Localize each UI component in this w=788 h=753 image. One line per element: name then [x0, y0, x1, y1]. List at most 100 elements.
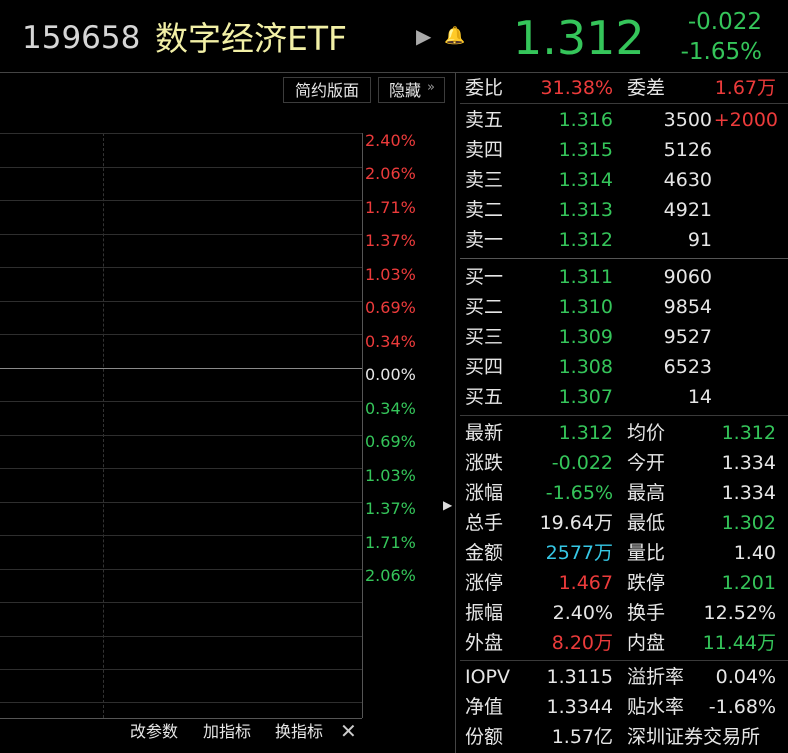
expand-arrow[interactable]: ▶	[416, 24, 432, 48]
stat-label: 涨跌	[465, 451, 504, 474]
security-code: 159658	[22, 20, 141, 56]
fund-label: 净值	[465, 695, 504, 718]
stat-value: 1.467	[558, 571, 613, 594]
axis-label: 0.00%	[365, 365, 416, 384]
level-volume: 14	[687, 385, 712, 408]
row-divider	[460, 258, 788, 259]
level-volume: 9527	[663, 325, 712, 348]
stat-value: 2.40%	[552, 601, 613, 624]
stat-value: 1.334	[721, 451, 776, 474]
stat-value: 11.44万	[702, 631, 776, 654]
stat-label: 跌停	[627, 571, 666, 594]
stat-label: 振幅	[465, 601, 504, 624]
grid-line	[0, 602, 362, 603]
grid-line	[0, 301, 362, 302]
stat-label: 内盘	[627, 631, 666, 654]
grid-line	[0, 200, 362, 201]
hide-arrow: »	[427, 80, 435, 95]
axis-label: 2.06%	[365, 164, 416, 183]
level-price: 1.308	[558, 355, 613, 378]
level-label: 买五	[465, 385, 504, 408]
value: 31.38%	[540, 76, 613, 99]
volume-change: +2000	[713, 108, 778, 131]
stat-value: 1.334	[721, 481, 776, 504]
fund-value: 1.57亿	[551, 725, 613, 748]
fund-value: -1.68%	[708, 695, 776, 718]
header-divider	[0, 72, 788, 73]
row-divider	[460, 660, 788, 661]
stat-label: 外盘	[465, 631, 504, 654]
level-price: 1.313	[558, 198, 613, 221]
level-label: 卖五	[465, 108, 504, 131]
label: 委比	[465, 76, 504, 99]
level-volume: 6523	[663, 355, 712, 378]
stat-value: 1.201	[721, 571, 776, 594]
stat-label: 金额	[465, 541, 504, 564]
level-price: 1.310	[558, 295, 613, 318]
stat-value: -1.65%	[545, 481, 613, 504]
close-toolbar[interactable]: ✕	[340, 719, 357, 743]
level-price: 1.315	[558, 138, 613, 161]
axis-label: 1.37%	[365, 499, 416, 518]
grid-line	[0, 334, 362, 335]
alert-bell[interactable]: 🔔	[444, 26, 466, 46]
level-volume: 4630	[663, 168, 712, 191]
level-volume: 3500	[663, 108, 712, 131]
stat-label: 换手	[627, 601, 666, 624]
axis-label: 1.71%	[365, 532, 416, 552]
axis-label: 1.71%	[365, 197, 416, 217]
level-volume: 91	[687, 228, 712, 251]
label: 委差	[627, 76, 666, 99]
level-price: 1.307	[558, 385, 613, 408]
hide-button[interactable]: 隐藏	[388, 80, 421, 100]
level-price: 1.311	[558, 265, 613, 288]
axis-label: 2.40%	[365, 130, 416, 150]
stat-label: 最新	[465, 421, 504, 444]
value: 1.67万	[714, 76, 776, 99]
stat-value: -0.022	[551, 451, 613, 474]
fund-label: IOPV	[465, 665, 511, 688]
button-frame	[283, 77, 371, 103]
toolbar-button[interactable]: 换指标	[274, 721, 323, 741]
axis-label: 2.06%	[365, 566, 416, 585]
stat-value: 8.20万	[551, 631, 613, 654]
fund-label: 份额	[465, 725, 504, 748]
axis-label: 1.37%	[365, 231, 416, 250]
level-label: 卖三	[465, 168, 504, 191]
axis-label: 1.03%	[365, 264, 416, 284]
toolbar-button[interactable]: 加指标	[202, 721, 251, 741]
level-label: 卖一	[465, 228, 504, 251]
toolbar-button[interactable]: 改参数	[129, 721, 178, 741]
level-label: 卖四	[465, 138, 504, 161]
grid-line	[0, 368, 362, 369]
stat-label: 量比	[627, 541, 666, 564]
price-change-pct: -1.65%	[680, 39, 762, 65]
last-price: 1.312	[513, 11, 645, 65]
toolbar-border	[0, 718, 362, 719]
row-divider	[460, 103, 788, 104]
level-price: 1.316	[558, 108, 613, 131]
stat-label: 总手	[465, 511, 504, 534]
level-price: 1.312	[558, 228, 613, 251]
level-label: 买三	[465, 325, 504, 348]
stat-value: 1.312	[721, 421, 776, 444]
panel-divider	[455, 73, 456, 753]
level-price: 1.309	[558, 325, 613, 348]
level-label: 买二	[465, 295, 504, 318]
layout-button[interactable]: 简约版面	[294, 80, 359, 100]
grid-line	[0, 435, 362, 436]
grid-line	[0, 401, 362, 402]
level-label: 买一	[465, 265, 504, 288]
stat-value: 12.52%	[703, 601, 776, 624]
grid-line	[0, 234, 362, 235]
stat-label: 最高	[627, 481, 666, 504]
stat-label: 最低	[627, 511, 666, 534]
axis-label: 0.69%	[365, 432, 416, 451]
level-label: 卖二	[465, 198, 504, 221]
collapse-arrow[interactable]: ▶	[443, 498, 453, 512]
grid-line	[0, 636, 362, 637]
fund-label: 溢折率	[627, 665, 685, 688]
stat-label: 涨幅	[465, 481, 504, 504]
stat-label: 涨停	[465, 571, 504, 594]
